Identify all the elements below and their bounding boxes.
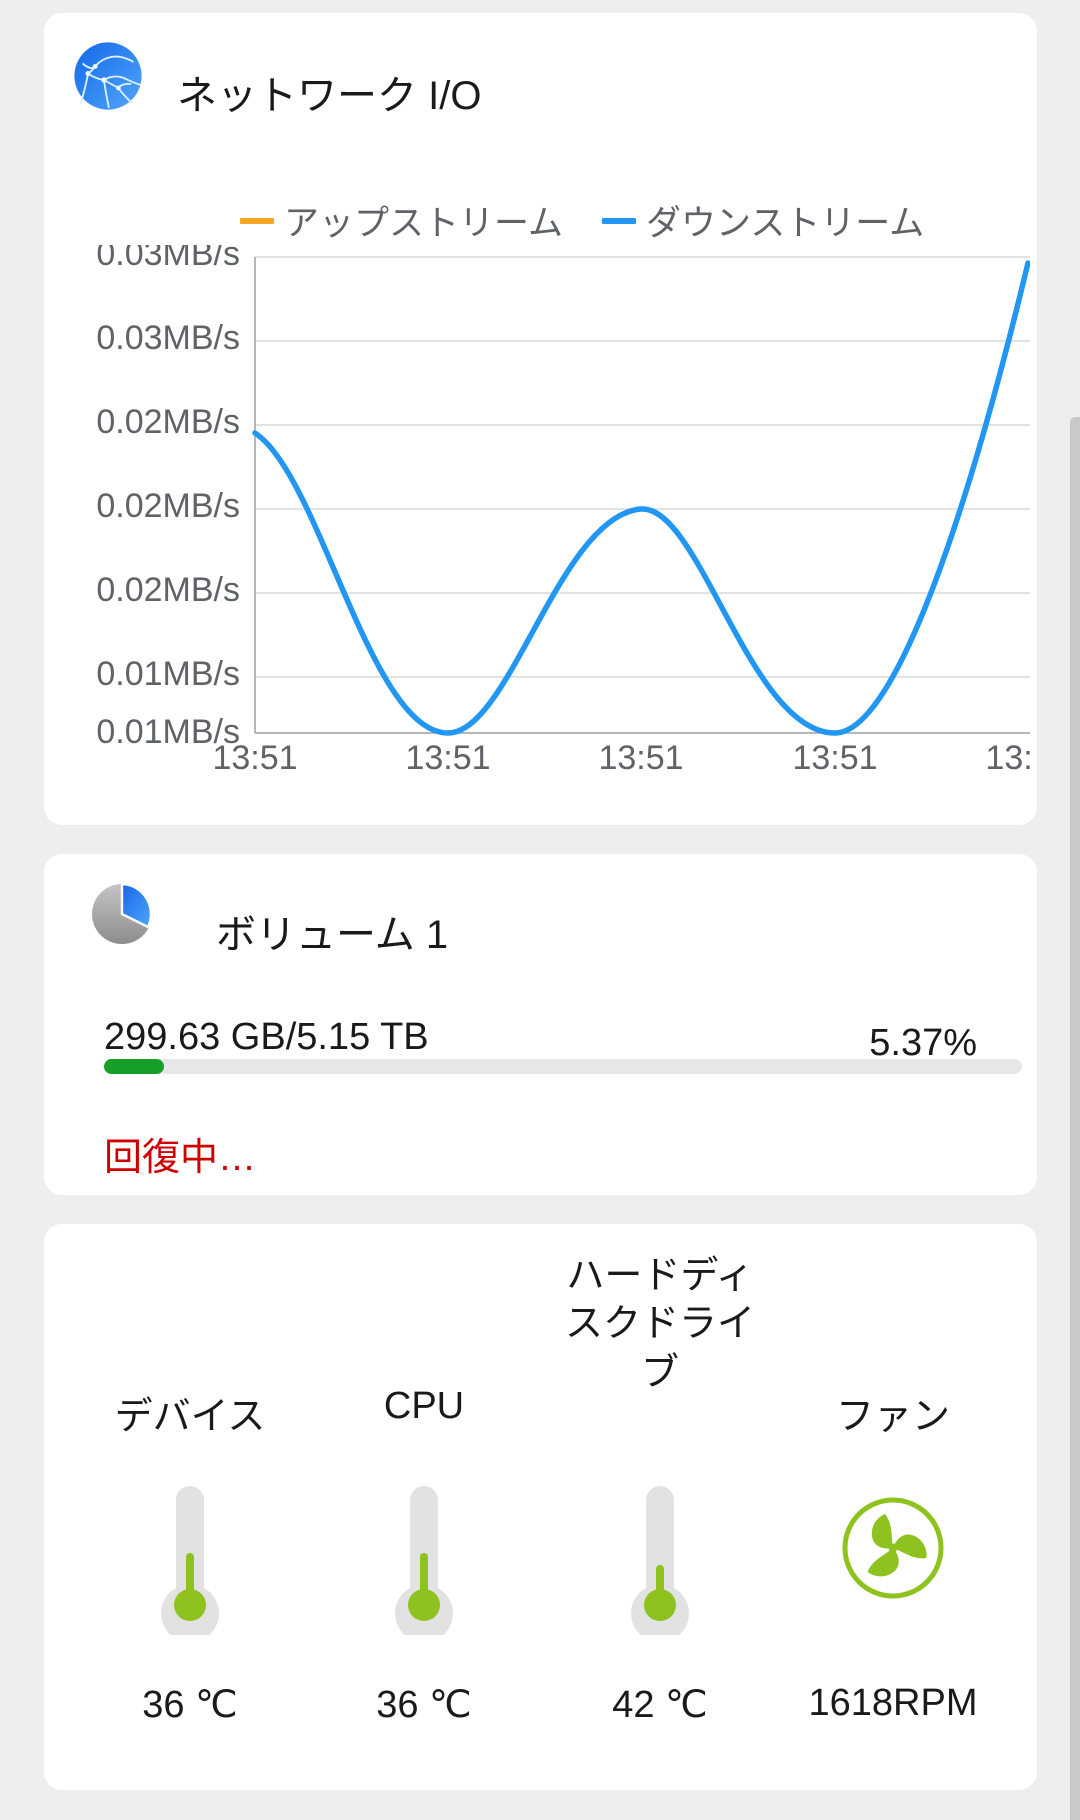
svg-text:13:52: 13:52 [985, 739, 1030, 775]
svg-text:13:51: 13:51 [212, 739, 297, 775]
svg-text:0.02MB/s: 0.02MB/s [96, 403, 240, 441]
svg-text:0.02MB/s: 0.02MB/s [96, 571, 240, 609]
svg-text:0.01MB/s: 0.01MB/s [96, 655, 240, 693]
svg-text:13:51: 13:51 [792, 739, 877, 775]
svg-text:0.03MB/s: 0.03MB/s [96, 319, 240, 357]
svg-text:0.03MB/s: 0.03MB/s [96, 245, 240, 273]
svg-text:0.02MB/s: 0.02MB/s [96, 487, 240, 525]
svg-text:13:51: 13:51 [598, 739, 683, 775]
svg-text:13:51: 13:51 [405, 739, 490, 775]
